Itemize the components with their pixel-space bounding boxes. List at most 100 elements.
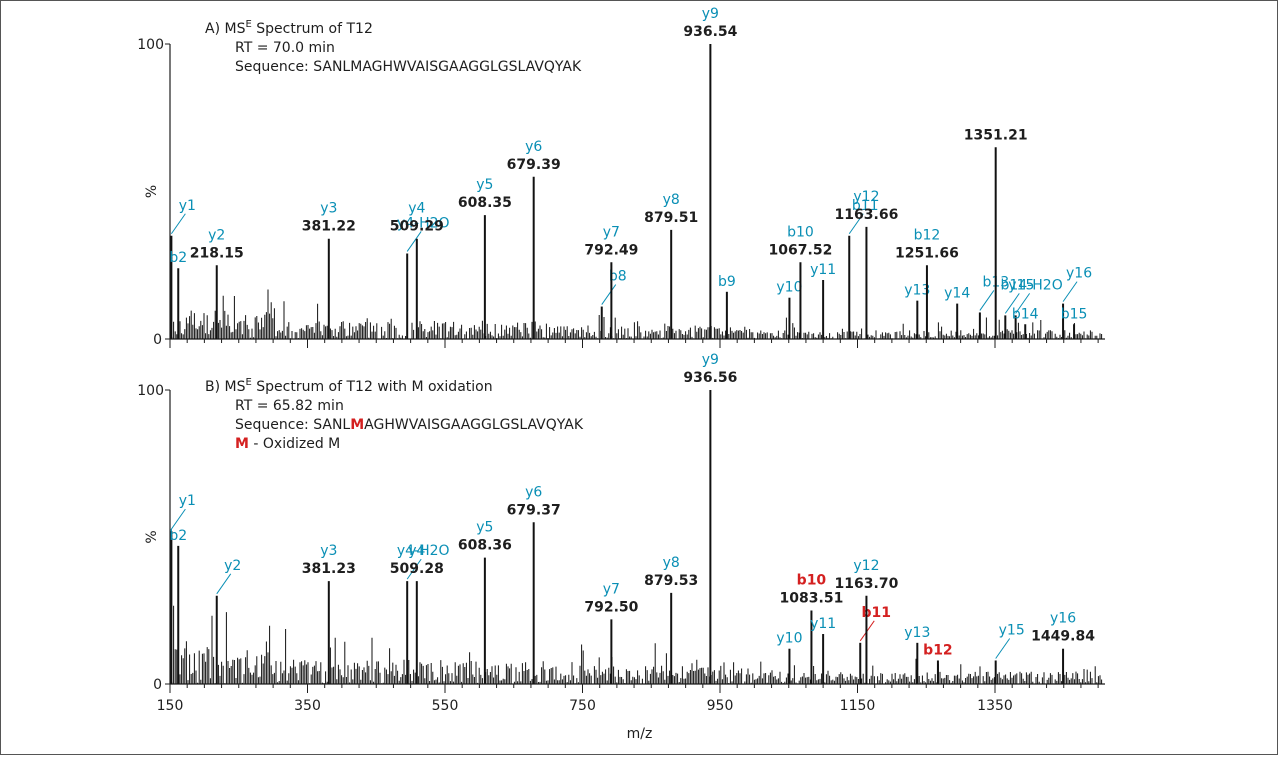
panel-b-ion-label: b10	[797, 573, 827, 589]
panel-b-peak-mass: 679.37	[507, 502, 561, 518]
panel-b-peak-mass: 1163.70	[835, 576, 899, 592]
panel-b-peak-mass: 879.53	[644, 573, 698, 589]
panel-b-sequence: Sequence: SANLMAGHWVAISGAAGGLGSLAVQYAK	[235, 417, 584, 433]
panel-a-ion-label: b14-H2O	[1001, 277, 1063, 293]
panel-a-ion-label: y16	[1066, 266, 1092, 282]
panel-a-label-leader	[848, 213, 864, 235]
panel-a-peak-mass: 381.22	[302, 219, 356, 235]
panel-b-ion-label: y10	[776, 631, 802, 647]
panel-b-retention-time: RT = 65.82 min	[235, 398, 344, 414]
panel-a: A) MSE Spectrum of T12 RT = 70.0 min Seque…	[137, 6, 1105, 348]
panel-b-ion-label: y16	[1050, 611, 1076, 627]
panel-b-label-leader	[170, 508, 186, 530]
panel-b-ion-label: y4	[408, 543, 425, 559]
panel-b-x-axis-label: m/z	[627, 726, 653, 742]
panel-a-peak-mass: 608.35	[458, 195, 512, 211]
panel-b-ion-label: y13	[904, 625, 930, 641]
panel-b-peak-mass: 936.56	[683, 370, 737, 386]
panel-b-xtick-label: 1150	[840, 698, 876, 714]
panel-a-ion-label: b2	[169, 250, 187, 266]
panel-b-peak-mass: 381.23	[302, 561, 356, 577]
panel-a-peak-mass: 879.51	[644, 210, 698, 226]
panel-b-ion-label: y2	[224, 558, 241, 574]
panel-b-xtick-label: 150	[157, 698, 184, 714]
panel-a-ytick-label: 100	[137, 37, 164, 53]
panel-a-peak-mass: 1163.66	[835, 207, 899, 223]
panel-b-peak-mass: 1083.51	[780, 591, 844, 607]
panel-b-peak-mass: 792.50	[584, 599, 638, 615]
panel-b-ion-label: y8	[663, 555, 680, 571]
panel-b: B) MSE Spectrum of T12 with M oxidation R…	[137, 352, 1105, 742]
panel-a-peak-mass: 1251.66	[895, 245, 959, 261]
panel-b-oxidation-legend: M - Oxidized M	[235, 436, 340, 452]
panel-a-ion-label: y13	[904, 283, 930, 299]
panel-b-xtick-label: 750	[569, 698, 596, 714]
panel-a-ion-label: y10	[776, 280, 802, 296]
panel-a-ion-label: y8	[663, 192, 680, 208]
panel-a-ion-label: y1	[179, 198, 196, 214]
panel-b-ion-label: y15	[999, 622, 1025, 638]
panel-b-noise-trace	[171, 605, 1103, 684]
panel-a-sequence: Sequence: SANLMAGHWVAISGAAGGLGSLAVQYAK	[235, 59, 582, 75]
panel-b-ion-label: b2	[169, 528, 187, 544]
panel-a-ion-label: y2	[208, 227, 225, 243]
panel-a-peak-mass: 509.29	[390, 219, 444, 235]
panel-a-ion-label: b10	[787, 224, 814, 240]
panel-b-xtick-label: 350	[294, 698, 321, 714]
panel-a-peak-mass: 218.15	[190, 245, 244, 261]
panel-b-xtick-label: 1350	[977, 698, 1013, 714]
panel-b-peak-mass: 608.36	[458, 538, 512, 554]
panel-b-ion-label: y12	[853, 558, 879, 574]
panel-b-ion-label: b12	[923, 642, 953, 658]
panel-b-xtick-label: 950	[707, 698, 734, 714]
panel-a-label-leader	[1004, 293, 1020, 314]
panel-b-ytick-label: 0	[153, 677, 162, 693]
panel-a-label-leader	[601, 284, 617, 305]
panel-b-ion-label: y4-H2O	[397, 543, 450, 559]
panel-b-ion-label: y6	[525, 484, 542, 500]
panel-b-ion-label: y5	[476, 520, 493, 536]
panel-a-ion-label: b11	[852, 198, 879, 214]
panel-b-label-leader	[406, 558, 422, 580]
panel-a-ion-label: y9	[702, 6, 719, 22]
panel-a-ytick-label: 0	[153, 332, 162, 348]
panel-a-label-leader	[406, 231, 422, 252]
panel-a-peak-mass: 936.54	[683, 24, 737, 40]
panel-a-ion-label: b14	[1012, 306, 1039, 322]
panel-b-ion-label: y3	[320, 543, 337, 559]
panel-b-ion-label: b11	[861, 605, 891, 621]
panel-a-ion-label: b8	[609, 269, 627, 285]
panel-a-ion-label: y4-H2O	[397, 215, 450, 231]
panel-a-ion-label: y3	[320, 201, 337, 217]
panel-a-ion-label: y4	[408, 201, 425, 217]
panel-b-ion-label: y11	[810, 616, 836, 632]
panel-a-ion-label: b15	[1061, 306, 1088, 322]
panel-a-retention-time: RT = 70.0 min	[235, 40, 335, 56]
panel-a-label-leader	[170, 213, 186, 235]
panel-a-ion-label: y12	[853, 189, 879, 205]
panel-b-y-axis-label: %	[144, 530, 160, 543]
panel-a-label-leader	[1015, 293, 1031, 314]
panel-a-ion-label: y11	[810, 262, 836, 278]
panel-a-ion-label: y14	[944, 286, 970, 302]
panel-b-peak-mass: 1449.84	[1031, 629, 1095, 645]
panel-a-label-leader	[979, 290, 995, 311]
panel-a-ion-label: b12	[914, 227, 941, 243]
panel-b-label-leader	[995, 638, 1011, 659]
panel-b-ion-label: y9	[702, 352, 719, 368]
panel-a-peak-mass: 1067.52	[769, 242, 833, 258]
panel-a-peak-mass: 792.49	[584, 242, 638, 258]
panel-a-peak-mass: 1351.21	[964, 127, 1028, 143]
panel-b-xtick-label: 550	[432, 698, 459, 714]
panel-b-ion-label: y7	[603, 581, 620, 597]
panel-b-peak-mass: 509.28	[390, 561, 444, 577]
panel-a-ion-label: y15	[1008, 277, 1034, 293]
panel-a-peak-mass: 679.39	[507, 157, 561, 173]
panel-a-ion-label: y7	[603, 224, 620, 240]
panel-a-ion-label: y5	[476, 177, 493, 193]
panel-a-title: A) MSE Spectrum of T12	[205, 19, 373, 37]
panel-a-label-leader	[1062, 281, 1078, 302]
panel-a-y-axis-label: %	[144, 185, 160, 198]
